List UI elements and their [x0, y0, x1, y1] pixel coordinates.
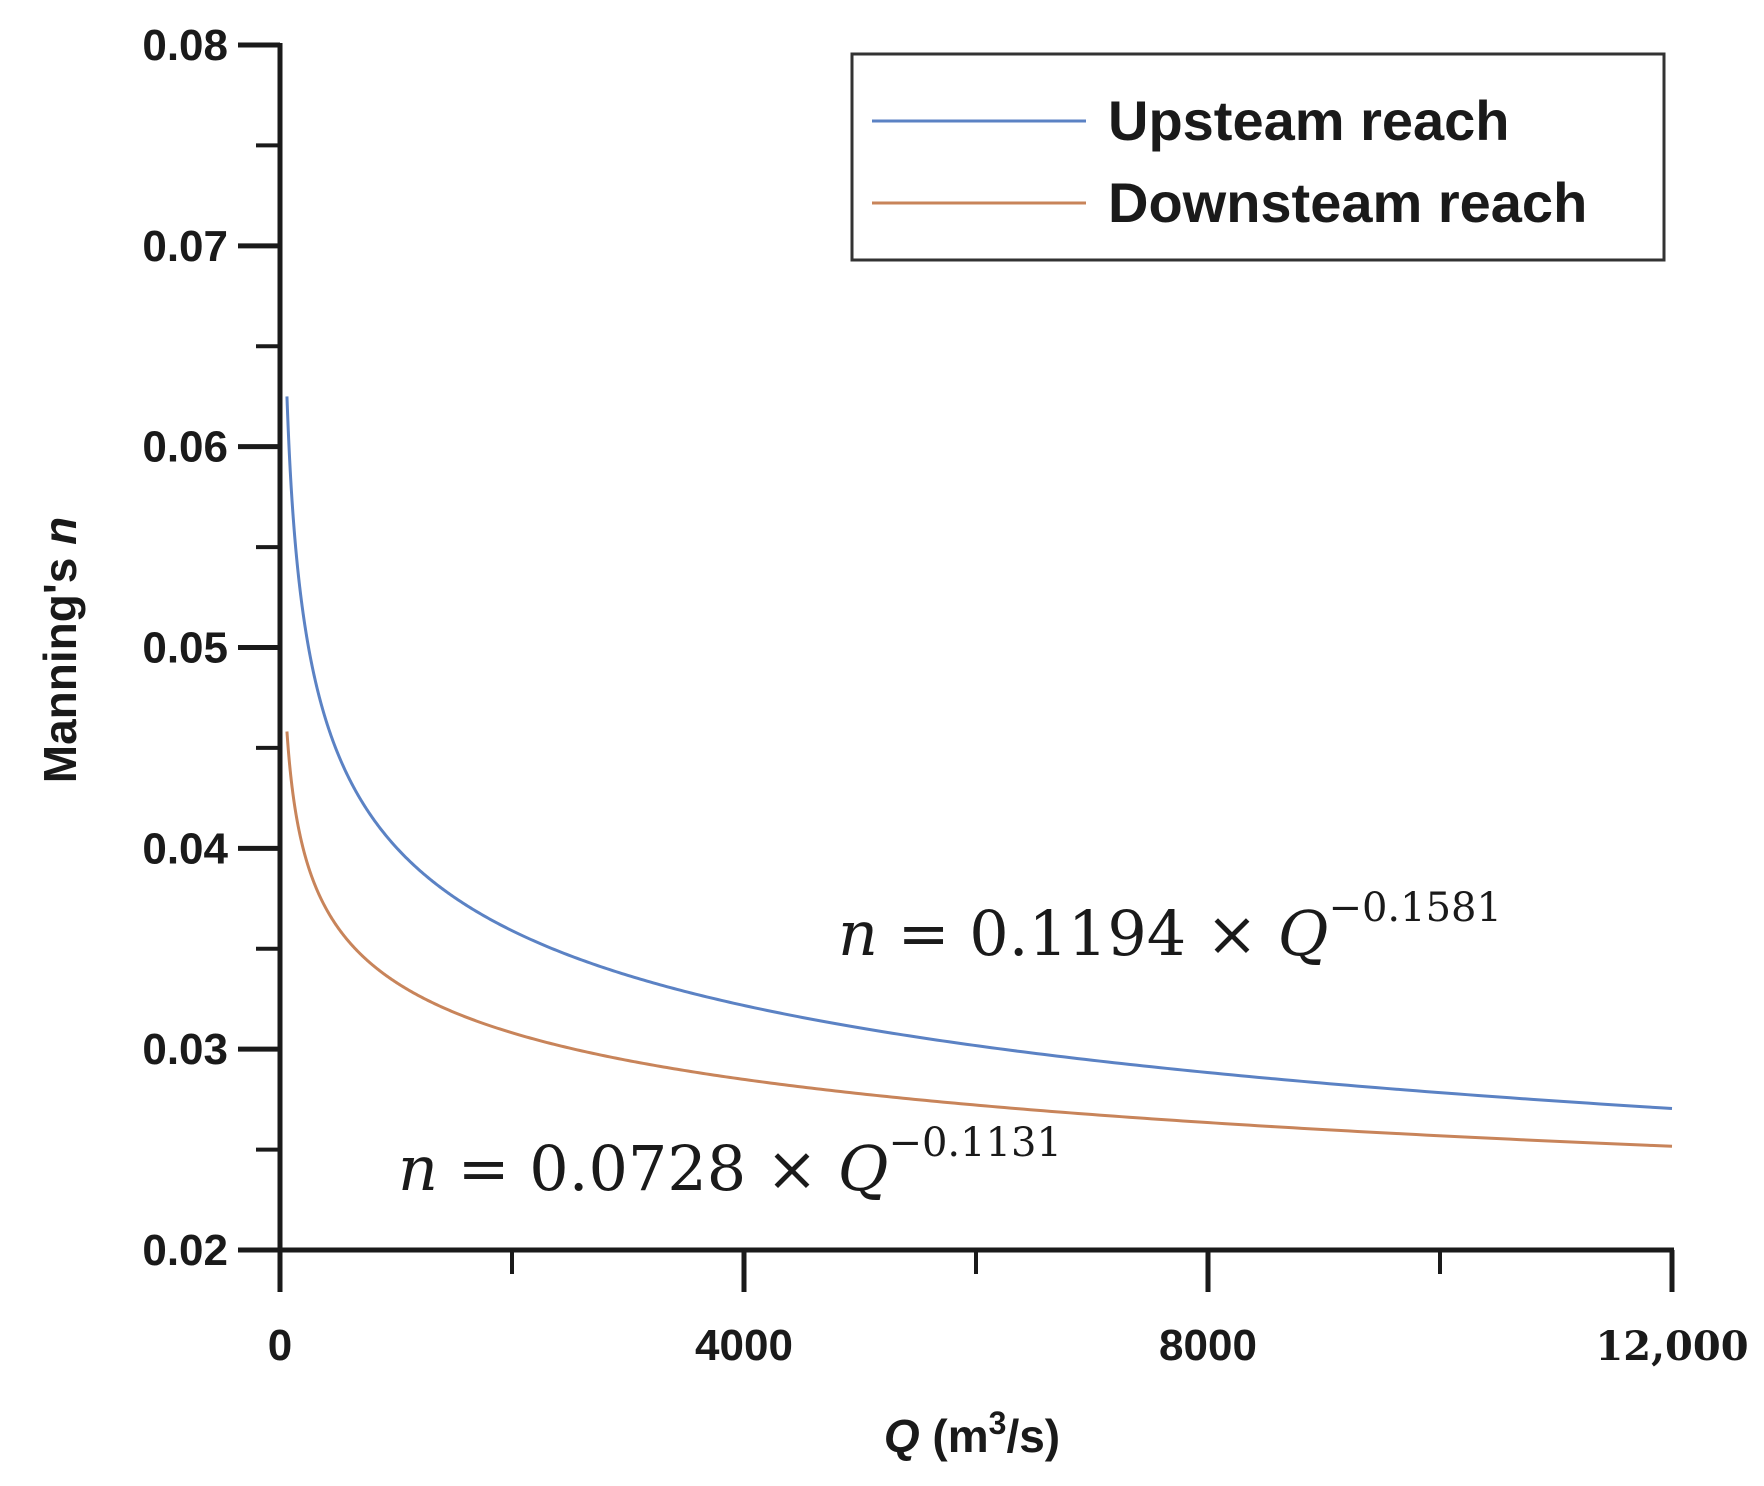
equation-downstream: n = 0.0728 × Q−0.1131 — [398, 1120, 1062, 1205]
legend-box — [850, 52, 1666, 262]
x-tick-labels: 0 4000 8000 12,000 — [268, 1321, 1749, 1370]
x-tick-label: 0 — [268, 1321, 292, 1370]
x-axis-title: Q (m3/s) — [884, 1405, 1060, 1462]
y-axis-title: Manning's n — [34, 517, 86, 784]
y-tick-label: 0.05 — [142, 624, 228, 673]
x-tick-label: 4000 — [695, 1321, 793, 1370]
major-ticks — [238, 42, 1675, 1292]
series-line-upstream — [285, 396, 1673, 1111]
y-tick-label: 0.04 — [142, 824, 228, 873]
equation-upstream: n = 0.1194 × Q−0.1581 — [838, 885, 1502, 970]
legend: Upsteam reach Downsteam reach — [850, 52, 1666, 262]
y-tick-label: 0.03 — [142, 1025, 228, 1074]
y-tick-label: 0.08 — [142, 21, 228, 70]
legend-label-upstream: Upsteam reach — [1108, 89, 1510, 152]
x-tick-label: 8000 — [1159, 1321, 1257, 1370]
y-tick-label: 0.07 — [142, 222, 228, 271]
y-tick-label: 0.02 — [142, 1226, 228, 1275]
series-line-downstream — [285, 731, 1673, 1148]
minor-ticks — [256, 143, 1442, 1274]
y-tick-label: 0.06 — [142, 423, 228, 472]
y-tick-labels: 0.02 0.03 0.04 0.05 0.06 0.07 0.08 — [142, 21, 228, 1275]
plot-lines — [285, 396, 1673, 1148]
x-tick-label: 12,000 — [1595, 1323, 1748, 1370]
legend-label-downstream: Downsteam reach — [1108, 171, 1587, 234]
